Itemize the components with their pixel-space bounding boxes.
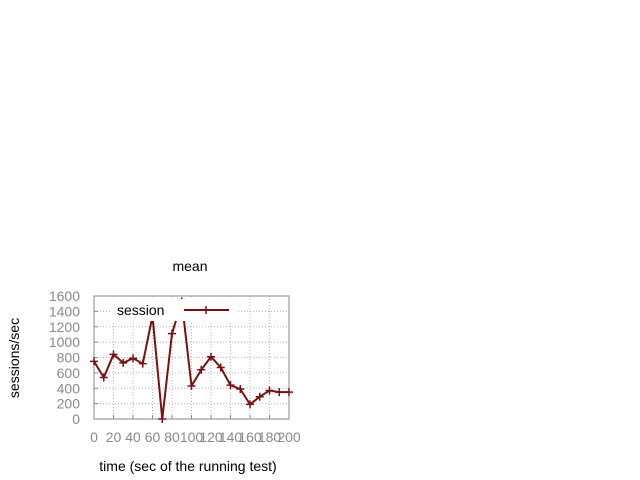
x-tick-label: 160 xyxy=(238,429,262,445)
x-tick-label: 80 xyxy=(164,429,180,445)
series-layer xyxy=(90,297,293,423)
data-point xyxy=(216,363,225,372)
legend-marker-session xyxy=(202,306,210,314)
y-tick-label: 1400 xyxy=(49,303,80,319)
x-tick-label: 180 xyxy=(258,429,282,445)
data-point xyxy=(90,357,98,366)
x-tick-label: 120 xyxy=(199,429,223,445)
data-point xyxy=(129,354,137,363)
data-point xyxy=(285,388,293,397)
y-tick-label: 1600 xyxy=(49,288,80,304)
x-tick-label: 40 xyxy=(125,429,141,445)
data-point xyxy=(236,385,245,394)
y-axis-title: sessions/sec xyxy=(6,318,22,398)
data-point xyxy=(158,415,167,423)
legend: session xyxy=(112,299,236,321)
data-point xyxy=(255,392,264,401)
data-point xyxy=(197,365,206,374)
data-point xyxy=(138,359,147,368)
data-point xyxy=(109,350,118,359)
y-tick-label: 600 xyxy=(57,365,81,381)
y-tick-label: 0 xyxy=(72,411,80,427)
x-axis-title: time (sec of the running test) xyxy=(99,458,276,474)
x-tick-label: 20 xyxy=(106,429,122,445)
data-point xyxy=(265,386,274,395)
data-point xyxy=(187,381,196,390)
data-point xyxy=(119,358,128,367)
data-point xyxy=(168,329,176,338)
data-point xyxy=(99,373,108,382)
y-tick-label: 400 xyxy=(57,380,81,396)
y-tick-label: 1000 xyxy=(49,334,80,350)
x-tick-label: 200 xyxy=(277,429,301,445)
x-tick-label: 140 xyxy=(219,429,243,445)
data-point xyxy=(275,388,284,397)
data-point xyxy=(207,352,215,361)
chart-title: mean xyxy=(172,258,207,274)
data-point xyxy=(226,381,235,390)
y-tick-label: 200 xyxy=(57,396,81,412)
data-point xyxy=(246,400,254,409)
x-tick-label: 60 xyxy=(145,429,161,445)
y-tick-label: 1200 xyxy=(49,319,80,335)
x-tick-label: 100 xyxy=(180,429,204,445)
x-tick-label: 0 xyxy=(90,429,98,445)
legend-label-session: session xyxy=(117,302,164,318)
legend-background xyxy=(112,299,236,321)
y-tick-label: 800 xyxy=(57,350,81,366)
